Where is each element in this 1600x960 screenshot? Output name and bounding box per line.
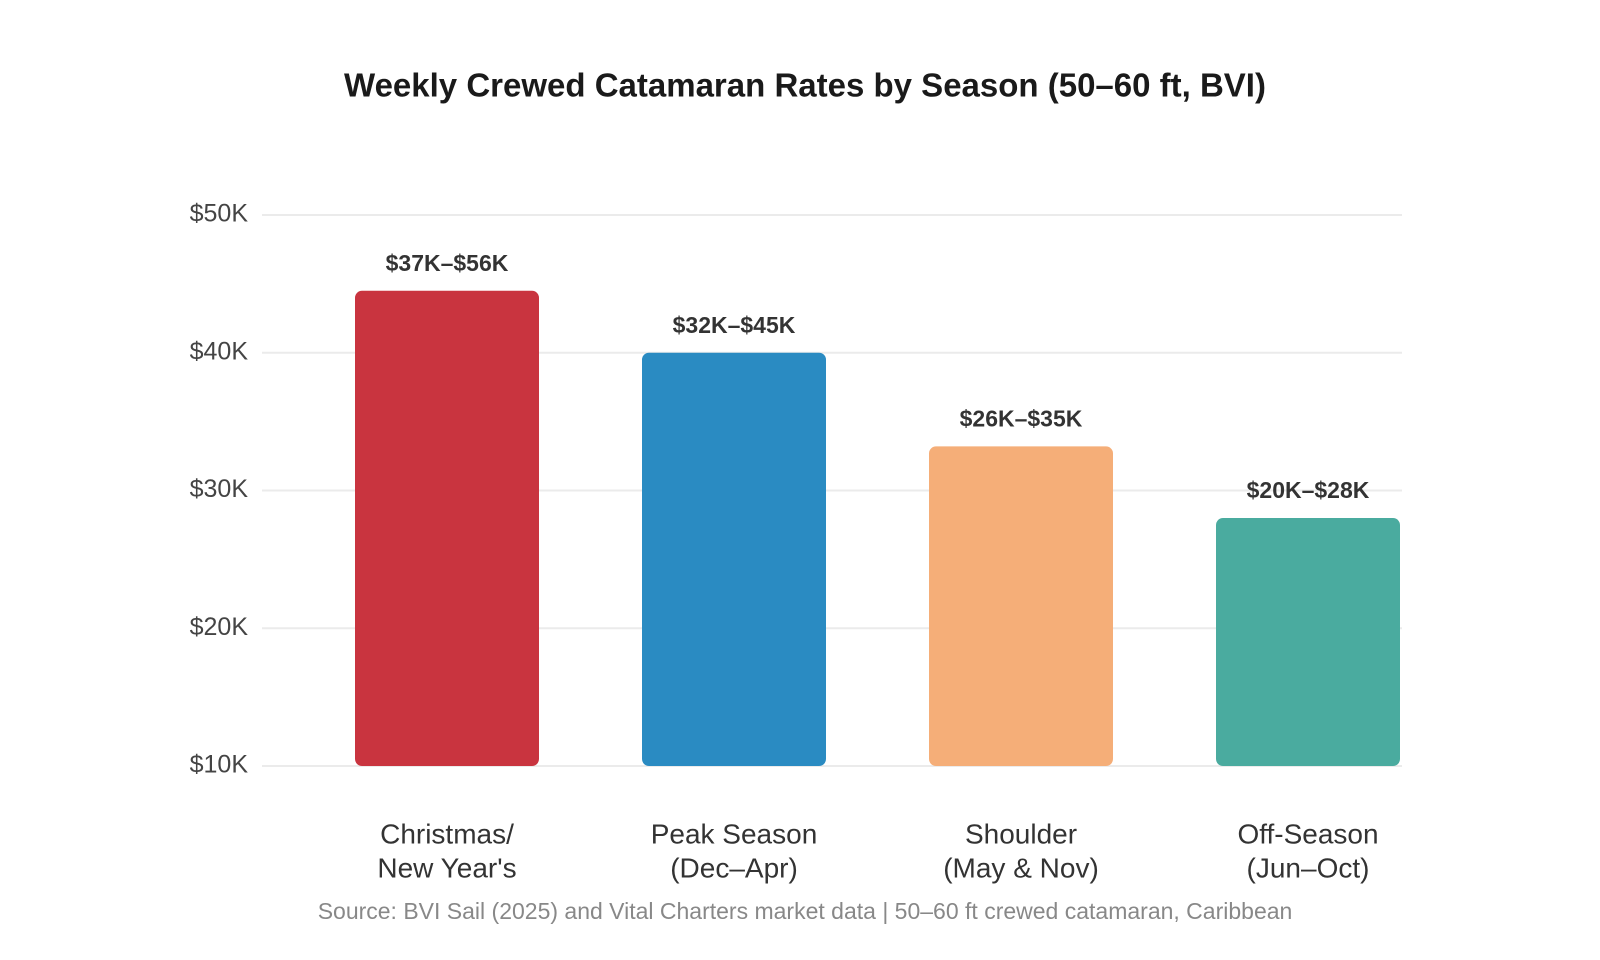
y-tick-label: $50K [190,200,249,228]
bar-label: $26K–$35K [960,405,1083,431]
bar [355,290,539,766]
y-tick-label: $20K [190,613,249,641]
y-tick-label: $10K [190,751,249,779]
x-tick-label: (May & Nov) [943,852,1099,883]
x-tick-label: (Dec–Apr) [670,852,798,883]
chart-title: Weekly Crewed Catamaran Rates by Season … [344,67,1266,104]
x-tick-label: Christmas/ [380,818,514,849]
bar-label: $37K–$56K [386,250,509,276]
x-tick-label: New Year's [377,852,516,883]
bar-label: $32K–$45K [673,312,796,338]
bar [1216,518,1400,766]
x-tick-label: Off-Season [1237,818,1378,849]
source-note: Source: BVI Sail (2025) and Vital Charte… [318,898,1293,924]
x-tick-label: Peak Season [651,818,818,849]
x-tick-label: Shoulder [965,818,1077,849]
y-tick-label: $40K [190,337,249,365]
bar [642,352,826,766]
bar [929,446,1113,766]
bar-label: $20K–$28K [1247,477,1370,503]
y-tick-label: $30K [190,475,249,503]
x-tick-label: (Jun–Oct) [1247,852,1370,883]
